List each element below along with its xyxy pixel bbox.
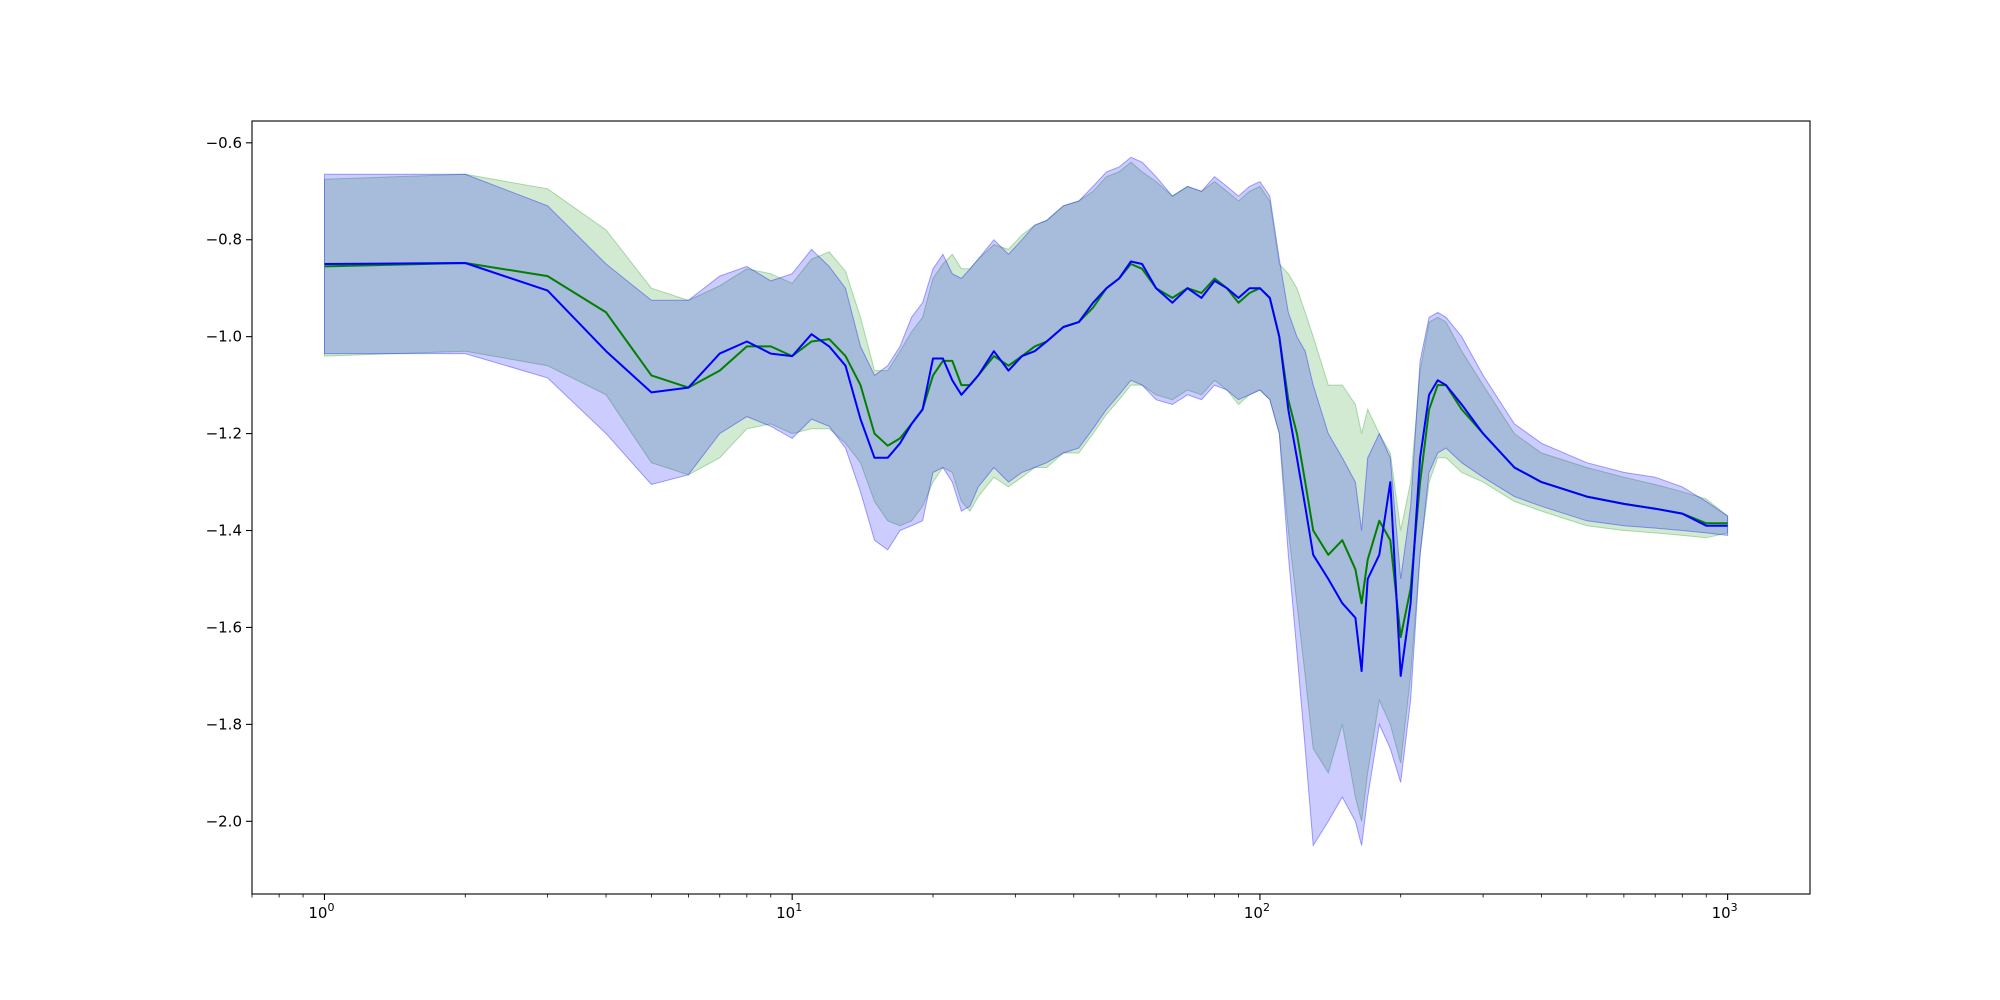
y-tick-label: −1.4 — [206, 522, 242, 540]
x-tick-label: 101 — [776, 901, 802, 922]
y-tick-label: −1.8 — [206, 715, 242, 733]
y-tick-label: −2.0 — [206, 812, 242, 830]
x-axis: 100 101 102 103 — [251, 894, 1738, 922]
y-axis: −0.6 −0.8 −1.0 −1.2 −1.4 −1.6 −1.8 −2.0 — [206, 134, 252, 830]
x-tick-label: 102 — [1244, 901, 1270, 922]
series-1-band — [324, 161, 1729, 822]
y-tick-label: −1.0 — [206, 328, 242, 346]
y-tick-label: −1.6 — [206, 618, 242, 636]
y-tick-label: −0.6 — [206, 134, 242, 152]
confidence-bands — [324, 156, 1729, 848]
series-2-band — [324, 156, 1729, 848]
series-2-line — [324, 260, 1728, 677]
y-tick-label: −1.2 — [206, 425, 242, 443]
plot-frame — [251, 120, 1811, 895]
x-tick-label: 103 — [1712, 901, 1738, 922]
series-lines — [324, 260, 1728, 677]
plot-background — [252, 121, 1810, 894]
y-tick-label: −0.8 — [206, 231, 242, 249]
x-tick-label: 100 — [308, 901, 334, 922]
